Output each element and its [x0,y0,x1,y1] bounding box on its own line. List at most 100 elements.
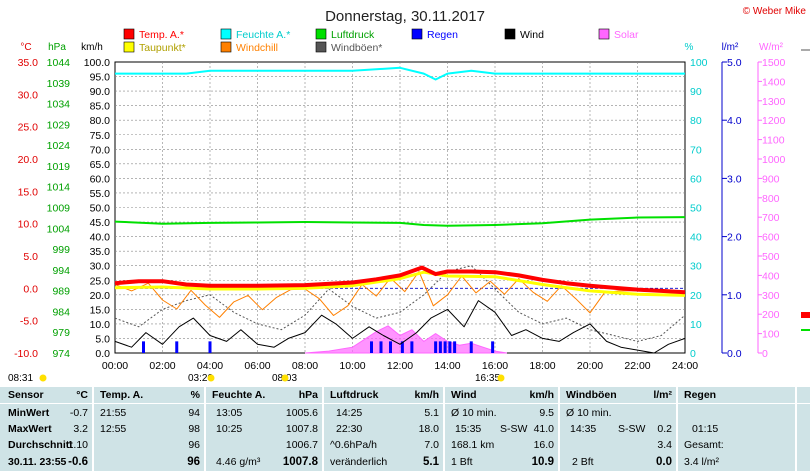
wind-tick: 85.0 [90,101,111,113]
wind-max-time: 15:35 [455,423,482,435]
temp-tick: 25.0 [18,122,39,134]
legend-swatch [598,28,610,40]
gust-avg-value: 16.0 [533,439,554,451]
solar-tick: 300 [762,290,780,302]
chart-title: Donnerstag, 30.11.2017 [325,8,485,25]
temp-min-value: -0.7 [69,407,88,419]
wind-max-dir: S-SW [500,423,528,435]
temp-tick: 20.0 [18,154,39,166]
x-tick: 14:00 [434,360,460,372]
pressure-max-time: 22:30 [336,423,363,435]
x-tick: 18:00 [529,360,555,372]
pressure-header-unit: hPa [298,389,318,401]
humidity-tick: 100 [690,57,708,69]
solar-tick: 1000 [762,154,786,166]
gust-avg-label: Ø 10 min. [566,407,612,419]
pressure-header: Luftdruck [330,389,379,401]
legend-label: Temp. A.* [139,29,184,41]
rain-bar [438,341,442,353]
rain-bar [453,341,457,353]
gust-current-value: 10.9 [531,456,554,468]
x-tick: 20:00 [577,360,603,372]
wind-max-value: 18.0 [418,423,439,435]
humidity-header: Feuchte A. [212,389,266,401]
row-label-min: MinWert [8,407,50,419]
temp-unit: °C [20,42,31,53]
temp-tick: 0.0 [23,283,38,295]
gust-column: Windböen km/h Ø 10 min. 9.5 14:35 S-SW 41.0 … [529,387,676,471]
temp-min-time: 21:55 [100,407,127,419]
rain-bar [400,341,404,353]
temp-tick: 10.0 [18,219,39,231]
right-edge-marks [801,49,810,331]
rain-tick: 3.0 [727,173,742,185]
wind-tick: 100.0 [84,57,110,69]
pressure-min-time: 14:25 [336,407,363,419]
humidity-tick: 50 [690,203,702,215]
humidity-current-value: 96 [187,456,200,468]
wind-tick: 30.0 [90,261,111,273]
rain-bar [469,341,473,353]
humidity-tick: 20 [690,290,702,302]
x-tick: 22:00 [624,360,650,372]
wind-tick: 55.0 [90,188,111,200]
wind-header-unit: km/h [414,389,439,401]
humidity-tick: 90 [690,86,702,98]
pressure-tick: 974 [52,348,70,360]
solar-tick: 200 [762,309,780,321]
solar-tick: 500 [762,251,780,263]
wind-tick: 5.0 [95,333,110,345]
humidity-tick: 80 [690,115,702,127]
pressure-tendency: veränderlich [330,456,388,468]
taupunkt-line [114,270,686,297]
legend-swatch [123,41,135,53]
humidity-tick: 10 [690,319,702,331]
windben-line [114,265,686,342]
rain-bar [208,341,212,353]
wind-unit: km/h [81,42,103,53]
pressure-tick: 1009 [47,203,71,215]
pressure-column: Luftdruck hPa 14:25 1005.6 22:30 1007.8 ^0.… [283,387,443,471]
solar-tick: 400 [762,270,780,282]
temp-tick: 30.0 [18,89,39,101]
axis-units: °C hPa km/h % l/m² W/m² [20,42,783,53]
legend-label: Wind [520,29,544,41]
humidity-tick: 60 [690,173,702,185]
x-tick: 16:00 [482,360,508,372]
temp-tick: -10.0 [14,348,38,360]
pressure-unit: hPa [48,42,66,53]
rain-bar [491,341,495,353]
temp-header-unit: °C [76,389,88,401]
legend-swatch [411,28,423,40]
temp-tick: 15.0 [18,186,39,198]
pressure-tick: 979 [52,327,70,339]
solar-tick: 1200 [762,115,786,127]
gust-header-unit: km/h [529,389,554,401]
rain-header-unit: l/m² [653,389,672,401]
rain-bar [370,341,373,353]
wind-tick: 20.0 [90,290,111,302]
pressure-tick: 984 [52,306,70,318]
sun-time: 03:20 [188,373,213,384]
pressure-tick: 989 [52,286,70,298]
rain-unit: l/m² [722,42,739,53]
temp-max-time: 12:55 [100,423,127,435]
legend-label: Windböen* [331,42,382,54]
temp-max-value: 3.2 [73,423,88,435]
humidity-abs: 4.46 g/m³ [216,456,261,468]
legend-label: Solar [614,29,639,41]
rain-bar [175,341,179,353]
tempa-line [114,265,686,295]
pressure-tick: 1039 [47,78,71,90]
solar-tick: 100 [762,329,780,341]
row-label-max: MaxWert [8,423,52,435]
x-tick: 08:00 [292,360,318,372]
solar-tick: 1300 [762,96,786,108]
wind-tick: 40.0 [90,232,111,244]
pressure-max-value: 1007.8 [285,423,318,435]
wind-tick: 25.0 [90,275,111,287]
x-tick: 06:00 [244,360,270,372]
rain-bar [410,341,414,353]
gust-max-dir: S-SW [618,423,646,435]
